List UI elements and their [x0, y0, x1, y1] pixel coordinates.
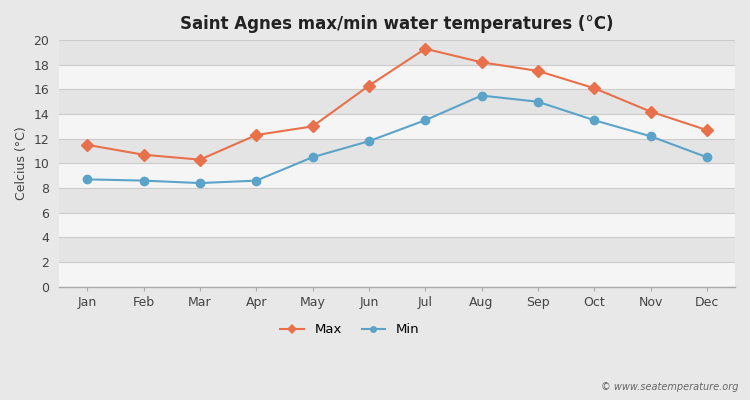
Bar	[59, 114, 735, 139]
Bar	[59, 262, 735, 286]
Legend: Max, Min: Max, Min	[274, 318, 424, 342]
Bar	[59, 213, 735, 237]
Bar	[59, 163, 735, 188]
Bar	[59, 40, 735, 65]
Bar	[59, 65, 735, 90]
Bar	[59, 139, 735, 163]
Text: © www.seatemperature.org: © www.seatemperature.org	[602, 382, 739, 392]
Bar	[59, 188, 735, 213]
Bar	[59, 90, 735, 114]
Title: Saint Agnes max/min water temperatures (°C): Saint Agnes max/min water temperatures (…	[180, 15, 614, 33]
Y-axis label: Celcius (°C): Celcius (°C)	[15, 126, 28, 200]
Bar	[59, 237, 735, 262]
